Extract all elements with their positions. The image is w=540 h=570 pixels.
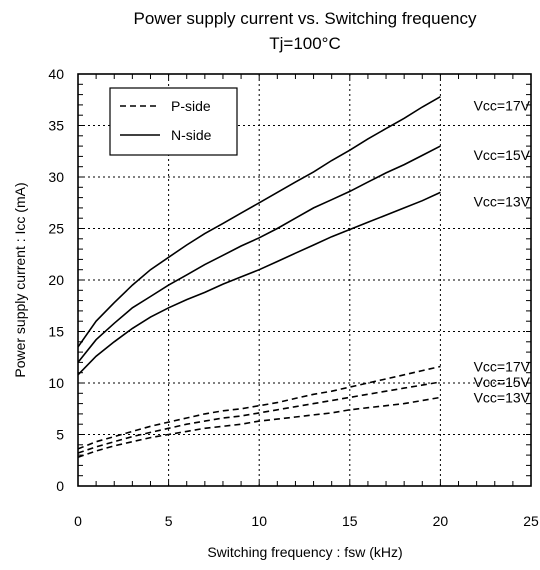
- y-tick-label: 25: [48, 221, 64, 237]
- curve-label-n-side-0: Vcc=17V: [474, 98, 531, 114]
- plot-frame: [77, 73, 532, 487]
- curve-label-p-side-4: Vcc=15V: [474, 374, 531, 390]
- y-tick-label: 20: [48, 272, 64, 288]
- y-tick-label: 35: [48, 118, 64, 134]
- y-tick-label: 15: [48, 324, 64, 340]
- chart-subtitle: Tj=100°C: [269, 34, 341, 53]
- series-line-p-side-15v: [77, 381, 441, 454]
- x-tick-label: 25: [523, 513, 539, 529]
- curve-label-p-side-3: Vcc=17V: [474, 359, 531, 375]
- series-line-n-side-17v: [77, 96, 441, 348]
- x-tick-label: 10: [251, 513, 267, 529]
- y-tick-labels: 0 5 10 15 20 25 30 35 40: [48, 66, 64, 494]
- curve-label-p-side-5: Vcc=13V: [474, 389, 531, 405]
- curve-labels: Vcc=17VVcc=15VVcc=13VVcc=17VVcc=15VVcc=1…: [474, 98, 531, 406]
- x-tick-label: 5: [165, 513, 173, 529]
- x-tick-label: 20: [433, 513, 449, 529]
- legend-box: [109, 87, 238, 156]
- series-line-n-side-15v: [77, 145, 441, 363]
- y-tick-label: 5: [56, 427, 64, 443]
- series-line-p-side-17v: [77, 365, 441, 450]
- legend-n-side-label: N-side: [171, 127, 212, 143]
- x-tick-label: 0: [74, 513, 82, 529]
- y-tick-label: 30: [48, 169, 64, 185]
- curve-label-n-side-1: Vcc=15V: [474, 147, 531, 163]
- curve-label-n-side-2: Vcc=13V: [474, 193, 531, 209]
- y-axis-label: Power supply current : Icc (mA): [12, 182, 28, 377]
- chart-title: Power supply current vs. Switching frequ…: [134, 9, 477, 28]
- series-line-p-side-13v: [77, 396, 441, 458]
- y-tick-label: 0: [56, 478, 64, 494]
- minor-ticks: [77, 73, 532, 487]
- x-tick-label: 15: [342, 513, 358, 529]
- x-axis-label: Switching frequency : fsw (kHz): [207, 544, 402, 560]
- series-lines: [77, 96, 441, 458]
- x-tick-labels: 0 5 10 15 20 25: [74, 513, 539, 529]
- y-tick-label: 10: [48, 375, 64, 391]
- legend-p-side-label: P-side: [171, 98, 211, 114]
- y-tick-label: 40: [48, 66, 64, 82]
- series-line-n-side-13v: [77, 191, 441, 376]
- legend: P-side N-side: [109, 87, 238, 156]
